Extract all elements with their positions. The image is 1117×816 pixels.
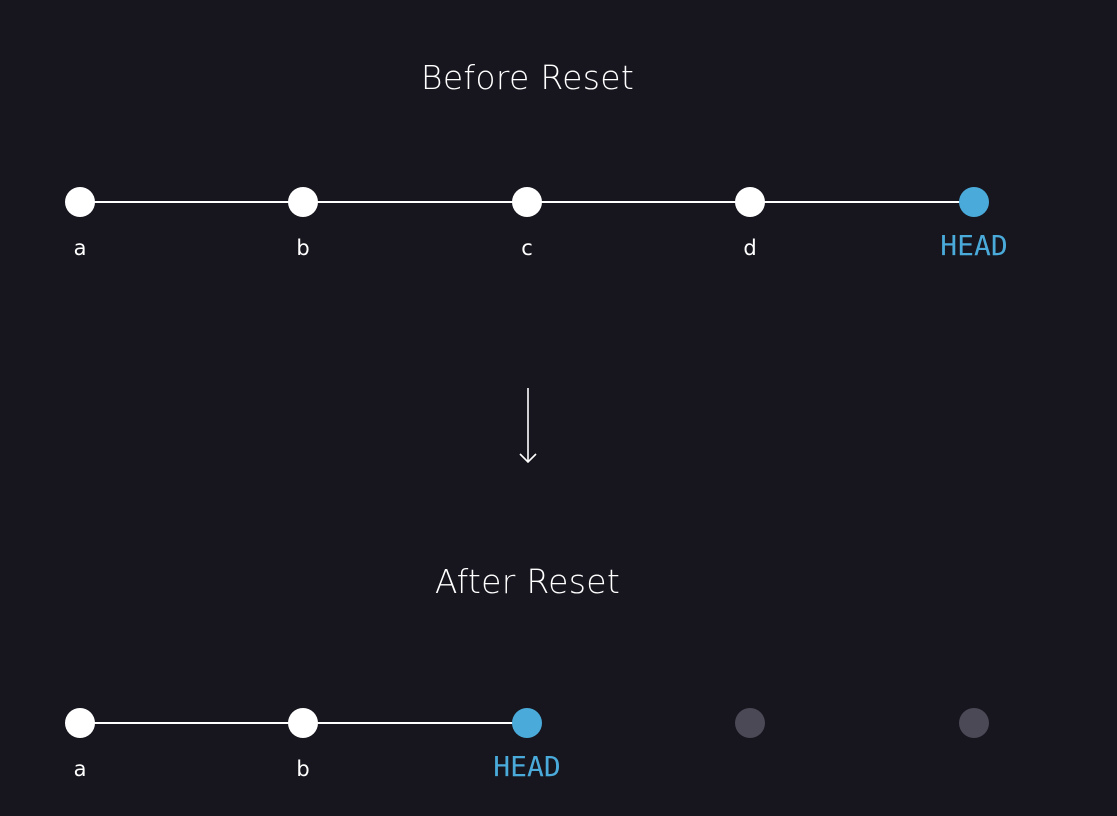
- commit-edge: [750, 201, 974, 203]
- commit-node-d: [735, 187, 765, 217]
- commit-label: d: [743, 236, 757, 260]
- discarded-commit-node: [735, 708, 765, 738]
- head-node: [512, 708, 542, 738]
- commit-edge: [80, 201, 303, 203]
- commit-node-b: [288, 708, 318, 738]
- commit-label: a: [73, 757, 87, 781]
- commit-label: b: [296, 236, 310, 260]
- commit-edge: [303, 722, 527, 724]
- commit-label: a: [73, 236, 87, 260]
- commit-node-a: [65, 708, 95, 738]
- commit-label: c: [521, 236, 533, 260]
- commit-node-b: [288, 187, 318, 217]
- commit-node-a: [65, 187, 95, 217]
- down-arrow-icon: [519, 388, 537, 464]
- before-reset-title: Before Reset: [420, 58, 635, 97]
- after-reset-title: After Reset: [434, 562, 621, 601]
- commit-node-c: [512, 187, 542, 217]
- head-label: HEAD: [940, 229, 1008, 262]
- commit-edge: [80, 722, 303, 724]
- head-label: HEAD: [493, 750, 561, 783]
- before-reset-timeline: a b c d HEAD: [0, 180, 1117, 262]
- commit-edge: [303, 201, 527, 203]
- after-reset-timeline: a b HEAD: [0, 701, 1117, 783]
- commit-edge: [527, 201, 750, 203]
- commit-label: b: [296, 757, 310, 781]
- head-node: [959, 187, 989, 217]
- discarded-commit-node: [959, 708, 989, 738]
